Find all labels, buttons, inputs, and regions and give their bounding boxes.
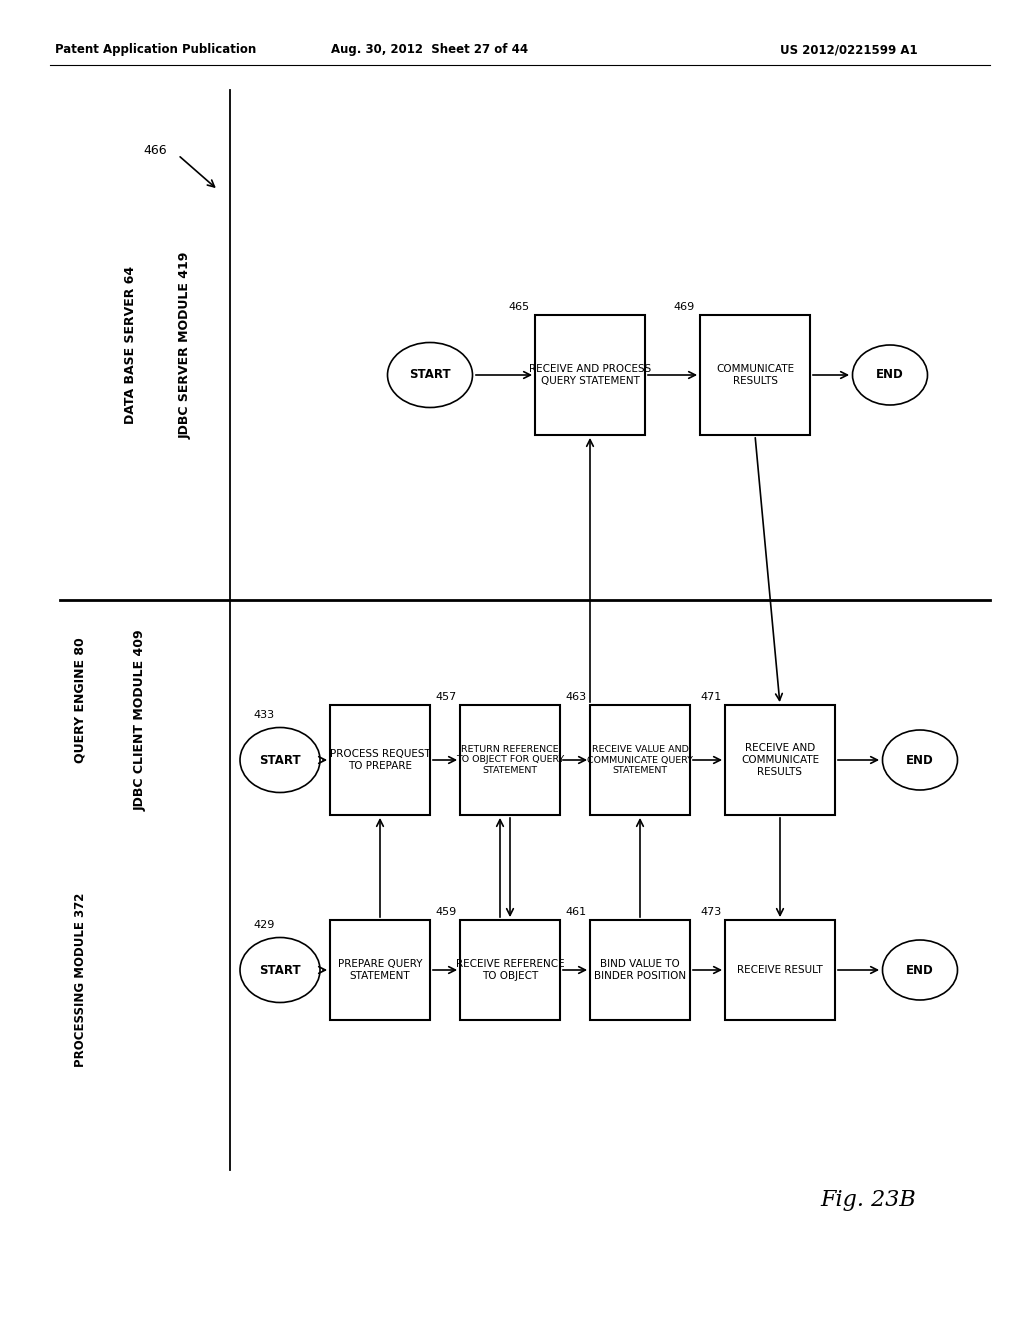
Text: END: END: [906, 964, 934, 977]
Text: 459: 459: [436, 907, 457, 917]
FancyBboxPatch shape: [330, 920, 430, 1020]
Ellipse shape: [387, 342, 472, 408]
Text: PROCESS REQUEST
TO PREPARE: PROCESS REQUEST TO PREPARE: [330, 750, 430, 771]
FancyBboxPatch shape: [330, 705, 430, 814]
Text: RECEIVE AND
COMMUNICATE
RESULTS: RECEIVE AND COMMUNICATE RESULTS: [741, 743, 819, 776]
FancyBboxPatch shape: [460, 920, 560, 1020]
Text: 433: 433: [254, 710, 275, 719]
Ellipse shape: [883, 730, 957, 789]
Text: RECEIVE REFERENCE
TO OBJECT: RECEIVE REFERENCE TO OBJECT: [456, 960, 564, 981]
Text: Aug. 30, 2012  Sheet 27 of 44: Aug. 30, 2012 Sheet 27 of 44: [332, 44, 528, 57]
Text: RECEIVE RESULT: RECEIVE RESULT: [737, 965, 823, 975]
Text: START: START: [410, 368, 451, 381]
Text: COMMUNICATE
RESULTS: COMMUNICATE RESULTS: [716, 364, 794, 385]
Ellipse shape: [240, 727, 319, 792]
Text: 471: 471: [700, 692, 722, 702]
FancyBboxPatch shape: [725, 705, 835, 814]
Text: RECEIVE AND PROCESS
QUERY STATEMENT: RECEIVE AND PROCESS QUERY STATEMENT: [528, 364, 651, 385]
Text: END: END: [906, 754, 934, 767]
Text: 463: 463: [566, 692, 587, 702]
Text: RETURN REFERENCE
TO OBJECT FOR QUERY
STATEMENT: RETURN REFERENCE TO OBJECT FOR QUERY STA…: [456, 744, 564, 775]
Text: Patent Application Publication: Patent Application Publication: [55, 44, 256, 57]
Text: 465: 465: [509, 302, 530, 312]
Text: PREPARE QUERY
STATEMENT: PREPARE QUERY STATEMENT: [338, 960, 422, 981]
Text: JDBC CLIENT MODULE 409: JDBC CLIENT MODULE 409: [133, 630, 146, 810]
Text: 466: 466: [143, 144, 167, 157]
Text: 469: 469: [674, 302, 695, 312]
Text: 429: 429: [254, 920, 275, 931]
FancyBboxPatch shape: [590, 920, 690, 1020]
Text: DATA BASE SERVER 64: DATA BASE SERVER 64: [124, 265, 136, 424]
Text: RECEIVE VALUE AND
COMMUNICATE QUERY
STATEMENT: RECEIVE VALUE AND COMMUNICATE QUERY STAT…: [587, 744, 693, 775]
Text: END: END: [877, 368, 904, 381]
Text: JDBC SERVER MODULE 419: JDBC SERVER MODULE 419: [178, 251, 191, 438]
Text: START: START: [259, 754, 301, 767]
FancyBboxPatch shape: [700, 315, 810, 436]
Ellipse shape: [853, 345, 928, 405]
Text: Fig. 23B: Fig. 23B: [820, 1189, 915, 1210]
FancyBboxPatch shape: [590, 705, 690, 814]
Text: 473: 473: [700, 907, 722, 917]
Text: QUERY ENGINE 80: QUERY ENGINE 80: [74, 638, 86, 763]
Ellipse shape: [240, 937, 319, 1002]
FancyBboxPatch shape: [535, 315, 645, 436]
Text: 461: 461: [566, 907, 587, 917]
Text: 457: 457: [436, 692, 457, 702]
Text: START: START: [259, 964, 301, 977]
Ellipse shape: [883, 940, 957, 1001]
FancyBboxPatch shape: [460, 705, 560, 814]
Text: BIND VALUE TO
BINDER POSITION: BIND VALUE TO BINDER POSITION: [594, 960, 686, 981]
FancyBboxPatch shape: [725, 920, 835, 1020]
Text: US 2012/0221599 A1: US 2012/0221599 A1: [780, 44, 918, 57]
Text: PROCESSING MODULE 372: PROCESSING MODULE 372: [74, 892, 86, 1067]
